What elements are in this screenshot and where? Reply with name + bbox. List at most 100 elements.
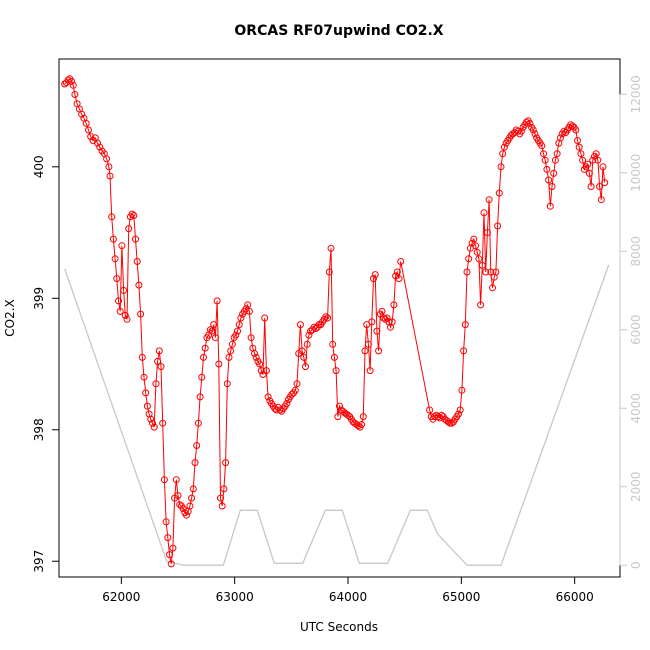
co2-point <box>194 419 202 427</box>
co2-point <box>545 176 553 184</box>
y2-tick-label: 10000 <box>629 154 643 192</box>
co2-point <box>218 502 226 510</box>
co2-point <box>96 143 104 151</box>
co2-point <box>264 393 272 401</box>
co2-point <box>215 360 223 368</box>
co2-series <box>61 75 609 568</box>
x-axis-label: UTC Seconds <box>300 620 378 634</box>
co2-point <box>172 476 180 484</box>
chart-title: ORCAS RF07upwind CO2.X <box>234 23 443 39</box>
co2-point <box>473 248 481 256</box>
co2-point <box>368 318 376 326</box>
co2-point <box>105 163 113 171</box>
co2-point <box>375 347 383 355</box>
co2-point <box>397 258 405 265</box>
co2-point <box>497 163 505 171</box>
co2-point <box>572 126 580 134</box>
co2-point <box>296 321 304 329</box>
co2-point <box>140 373 148 381</box>
co2-point <box>189 485 197 493</box>
co2-point <box>371 271 379 279</box>
co2-point <box>344 411 352 419</box>
co2-point <box>291 386 299 394</box>
co2-point <box>499 150 507 158</box>
co2-point <box>455 410 462 418</box>
co2-point <box>106 172 114 180</box>
co2-point <box>142 389 150 397</box>
co2-point <box>585 169 593 177</box>
co2-point <box>543 165 551 173</box>
co2-point <box>159 419 167 427</box>
co2-point <box>327 244 335 252</box>
co2-point <box>261 314 269 322</box>
co2-point <box>118 242 126 250</box>
co2-point <box>541 156 549 164</box>
co2-point <box>223 380 231 388</box>
co2-point <box>596 183 604 190</box>
co2-point <box>149 419 156 427</box>
co2-point <box>483 229 491 236</box>
co2-point <box>489 284 496 292</box>
co2-point <box>475 255 483 263</box>
co2-point <box>183 511 190 519</box>
co2-point <box>364 340 372 348</box>
co2-point <box>482 268 490 276</box>
co2-point <box>247 334 255 342</box>
co2-point <box>128 210 136 218</box>
secondary-series-line <box>64 264 610 566</box>
x-tick-label: 62000 <box>102 590 140 604</box>
co2-point <box>234 327 241 335</box>
co2-point <box>259 371 267 378</box>
co2-point <box>465 255 473 263</box>
co2-point <box>109 235 117 243</box>
co2-point <box>568 122 576 130</box>
x-tick-label: 63000 <box>216 590 254 604</box>
co2-series-line <box>64 77 606 564</box>
co2-point <box>597 196 605 204</box>
co2-point <box>186 502 194 510</box>
co2-point <box>113 275 121 283</box>
co2-point <box>463 268 471 276</box>
co2-point <box>332 367 340 375</box>
co2-point <box>64 76 72 84</box>
co2-point <box>477 301 485 309</box>
co2-point <box>492 268 500 276</box>
co2-point <box>495 189 503 197</box>
co2-point <box>300 353 308 361</box>
co2-point <box>211 334 219 342</box>
co2-point <box>133 258 141 265</box>
co2-point <box>557 134 564 142</box>
co2-point <box>155 347 163 355</box>
co2-point <box>448 419 456 427</box>
co2-point <box>94 139 101 147</box>
co2-point <box>329 340 337 348</box>
co2-point <box>470 235 478 243</box>
co2-point <box>251 350 258 357</box>
co2-point <box>191 459 199 467</box>
co2-point <box>512 126 520 134</box>
co2-point <box>494 222 502 230</box>
co2-point <box>257 367 265 375</box>
co2-point <box>237 314 245 322</box>
co2-point <box>276 406 284 414</box>
co2-point <box>334 413 342 421</box>
co2-point <box>293 380 301 388</box>
co2-point <box>390 301 398 309</box>
co2-point <box>370 275 377 283</box>
co2-point <box>162 518 170 526</box>
co2-point <box>577 150 585 158</box>
co2-point <box>526 119 534 127</box>
co2-point <box>125 225 133 233</box>
co2-point <box>222 459 230 467</box>
co2-point <box>594 156 602 164</box>
co2-point <box>531 130 539 138</box>
co2-point <box>546 202 554 210</box>
co2-point <box>225 353 233 361</box>
co2-point <box>160 476 168 484</box>
co2-point <box>135 281 143 289</box>
co2-point <box>551 156 559 164</box>
co2-point <box>252 353 260 361</box>
co2-point <box>232 331 240 339</box>
co2-point <box>198 373 206 381</box>
co2-point <box>460 347 468 355</box>
